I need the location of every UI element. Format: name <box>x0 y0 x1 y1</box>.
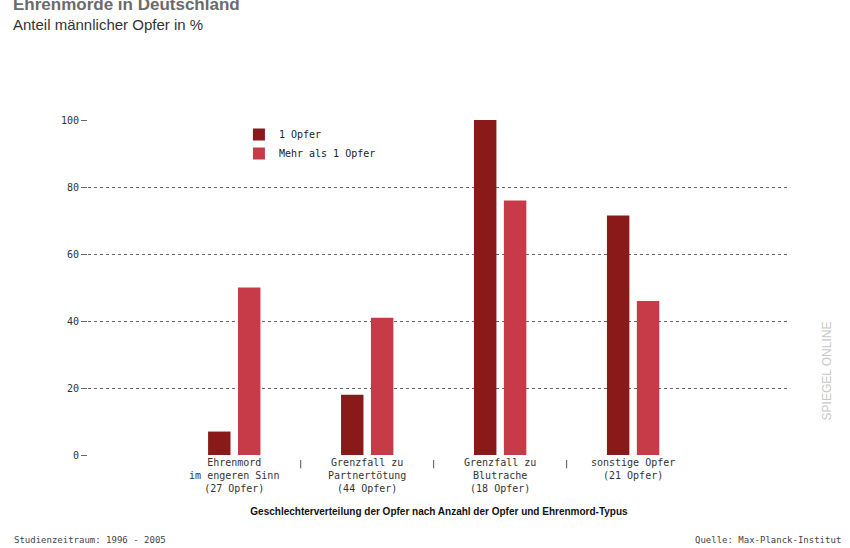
svg-text:Grenzfall zuBlutrache(18 Opfer: Grenzfall zuBlutrache(18 Opfer) <box>464 457 536 494</box>
svg-text:0: 0 <box>73 450 79 461</box>
svg-text:Geschlechterverteilung der Opf: Geschlechterverteilung der Opfer nach An… <box>250 506 628 517</box>
svg-text:60: 60 <box>67 249 79 260</box>
svg-text:20: 20 <box>67 383 79 394</box>
svg-text:Mehr als 1 Opfer: Mehr als 1 Opfer <box>279 148 375 159</box>
svg-text:1 Opfer: 1 Opfer <box>279 129 321 140</box>
svg-text:Quelle: Max-Planck-Institut: Quelle: Max-Planck-Institut <box>695 535 841 545</box>
svg-text:Grenzfall zuPartnertötung(44 O: Grenzfall zuPartnertötung(44 Opfer) <box>328 457 406 494</box>
svg-text:sonstige Opfer(21 Opfer): sonstige Opfer(21 Opfer) <box>591 457 675 481</box>
svg-text:Studienzeitraum: 1996 - 2005: Studienzeitraum: 1996 - 2005 <box>14 535 166 545</box>
svg-text:Ehrenmordim engeren Sinn(27 Op: Ehrenmordim engeren Sinn(27 Opfer) <box>189 457 279 494</box>
svg-text:Anteil männlicher Opfer in %: Anteil männlicher Opfer in % <box>13 16 203 33</box>
svg-text:40: 40 <box>67 316 79 327</box>
svg-text:SPIEGEL ONLINE: SPIEGEL ONLINE <box>820 322 834 421</box>
svg-text:100: 100 <box>61 115 79 126</box>
svg-text:80: 80 <box>67 182 79 193</box>
svg-text:Ehrenmorde in Deutschland: Ehrenmorde in Deutschland <box>13 0 240 14</box>
